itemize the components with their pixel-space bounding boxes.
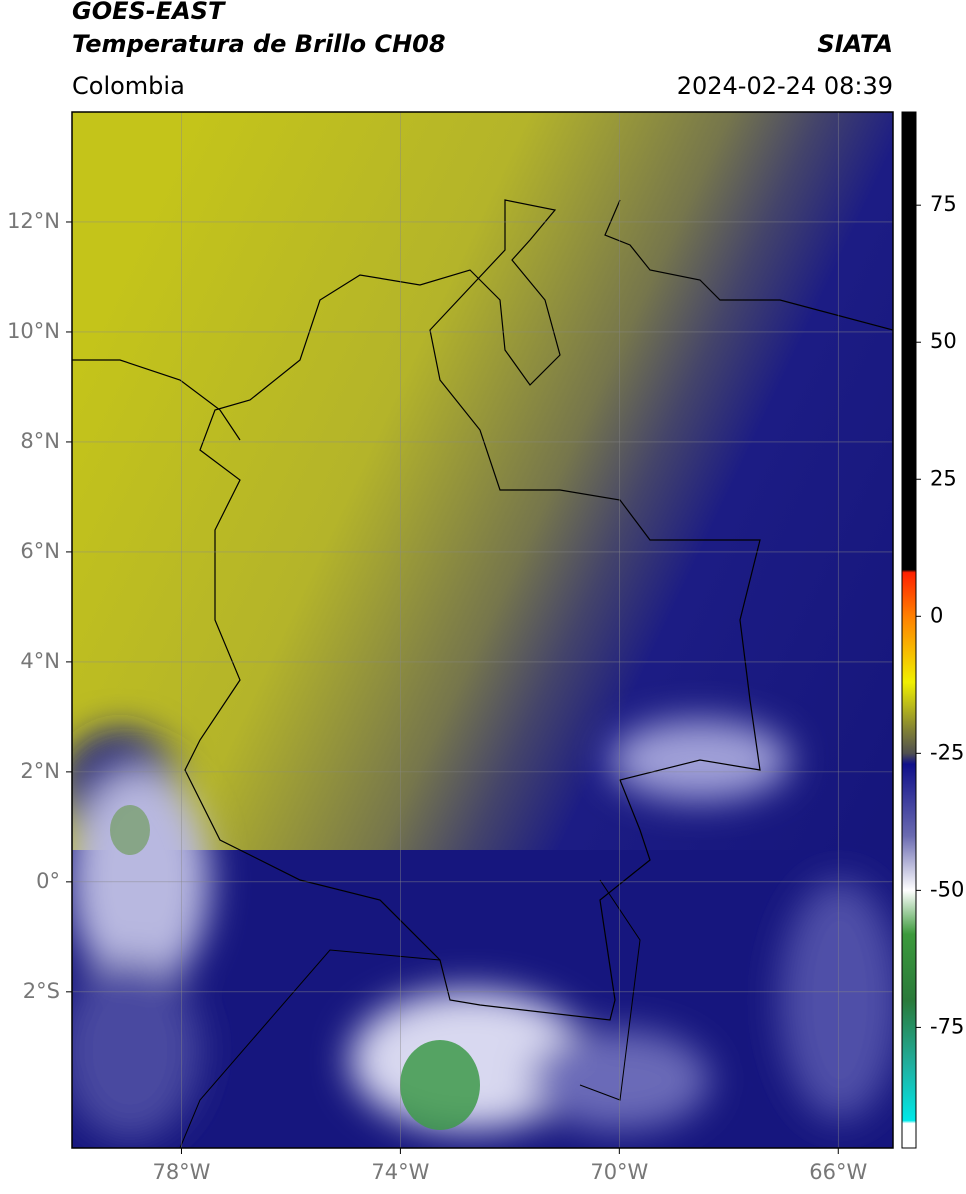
y-tick-label: 12°N <box>7 209 60 233</box>
colorbar-tick-label: -50 <box>930 877 964 901</box>
datetime: 2024-02-24 08:39 <box>677 72 893 100</box>
y-tick-label: 4°N <box>20 649 60 673</box>
source: SIATA <box>817 30 893 58</box>
colorbar-tick-label: -25 <box>930 740 964 764</box>
colorbar-tick-label: 50 <box>930 329 957 353</box>
colorbar-tick-label: 0 <box>930 603 943 627</box>
colorbar-tick-label: 25 <box>930 466 957 490</box>
title: GOES-EAST <box>72 0 226 25</box>
x-tick-label: 78°W <box>152 1160 210 1184</box>
map-imagery <box>72 112 893 1148</box>
map-frame <box>71 111 894 1149</box>
x-tick-label: 74°W <box>371 1160 429 1184</box>
colorbar-tick-label: -75 <box>930 1014 964 1038</box>
y-tick-label: 2°N <box>20 759 60 783</box>
y-tick-label: 8°N <box>20 429 60 453</box>
y-tick-label: 0° <box>36 869 60 893</box>
x-tick-label: 70°W <box>590 1160 648 1184</box>
x-tick-label: 66°W <box>809 1160 867 1184</box>
y-tick-label: 6°N <box>20 539 60 563</box>
colorbar-tick-label: 75 <box>930 192 957 216</box>
y-tick-label: 2°S <box>23 979 60 1003</box>
subtitle: Temperatura de Brillo CH08 <box>72 30 446 58</box>
region: Colombia <box>72 72 185 100</box>
y-tick-label: 10°N <box>7 319 60 343</box>
colorbar <box>901 111 917 1149</box>
